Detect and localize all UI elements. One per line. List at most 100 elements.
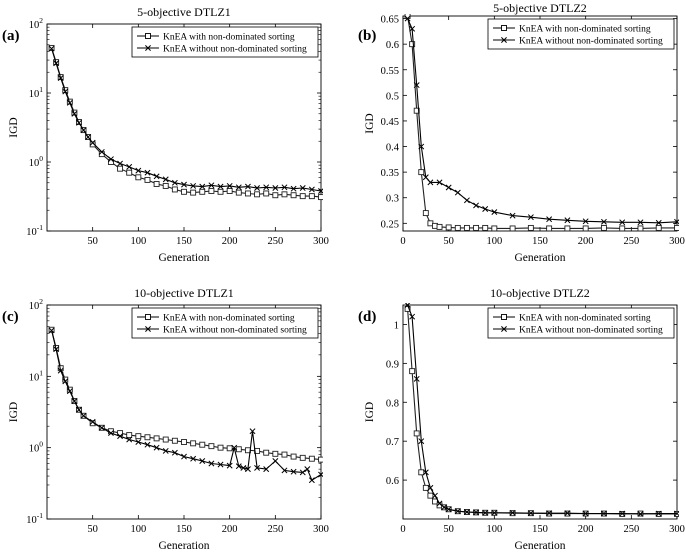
data-point-cross <box>244 183 251 190</box>
y-tick-label: 0.7 <box>386 437 399 448</box>
y-axis-label: IGD <box>8 117 20 137</box>
data-point-square <box>135 174 142 181</box>
legend-box <box>131 26 319 58</box>
data-point-square <box>153 435 160 442</box>
data-point-cross <box>308 477 315 484</box>
data-point-cross <box>582 510 589 517</box>
data-point-square <box>637 225 644 232</box>
data-point-cross <box>117 433 124 440</box>
data-point-cross <box>235 184 242 191</box>
data-point-cross <box>217 461 224 468</box>
legend-marker-cross <box>145 326 151 332</box>
y-tick-label: 102 <box>29 16 44 31</box>
data-point-cross <box>57 75 64 81</box>
data-point-cross <box>89 418 96 425</box>
legend-box <box>487 18 675 50</box>
panel-4: (d) 10-objective DTLZ2 Generation IGD 0 50 100… <box>358 286 685 552</box>
data-point-cross <box>135 167 142 174</box>
data-point-cross <box>190 455 197 462</box>
data-point-cross <box>418 438 425 445</box>
data-point-cross <box>53 60 60 67</box>
data-point-cross <box>181 181 187 188</box>
data-point-square <box>153 181 160 187</box>
y-tick-label: 10-1 <box>26 223 43 238</box>
data-point-cross <box>509 509 516 516</box>
data-point-cross <box>217 183 224 190</box>
data-point-cross <box>441 504 448 511</box>
data-point-cross <box>162 447 169 454</box>
data-point-square <box>217 188 224 195</box>
data-point-cross <box>463 197 470 204</box>
data-point-cross <box>674 510 679 517</box>
data-point-square <box>126 432 133 439</box>
data-point-square <box>308 455 315 462</box>
data-point-square <box>299 454 306 461</box>
data-point-cross <box>249 428 256 435</box>
data-point-square <box>619 225 626 232</box>
data-point-cross <box>619 510 626 517</box>
legend-box <box>487 307 675 339</box>
x-tick-label: 50 <box>443 236 454 247</box>
data-point-cross <box>80 127 87 134</box>
y-axis-label: IGD <box>8 402 20 422</box>
data-point-square <box>427 492 434 499</box>
data-point-cross <box>463 509 470 515</box>
data-point-cross <box>418 143 425 150</box>
data-point-cross <box>235 463 242 470</box>
data-point-square <box>290 453 297 460</box>
data-point-cross <box>436 179 443 186</box>
data-point-square <box>235 189 242 196</box>
y-tick-label: 100 <box>29 154 44 169</box>
panel-label: (a) <box>2 28 20 44</box>
x-tick-label: 250 <box>267 236 283 247</box>
data-point-square <box>208 443 215 450</box>
data-point-cross <box>76 119 82 126</box>
y-tick-label: 0.8 <box>386 398 399 409</box>
data-point-cross <box>473 202 480 209</box>
x-tick-label: 200 <box>222 236 238 247</box>
data-point-cross <box>199 183 206 190</box>
y-tick-label: 0.6 <box>386 476 399 487</box>
x-axis-label: Generation <box>514 540 565 552</box>
data-point-square <box>171 186 178 193</box>
y-tick-label: 0.45 <box>381 117 399 128</box>
legend-label: KnEA without non-dominated sorting <box>163 45 307 55</box>
data-point-square <box>190 189 197 196</box>
x-tick-label: 50 <box>87 236 98 247</box>
data-point-cross <box>600 510 607 517</box>
data-point-square <box>463 224 470 231</box>
data-point-cross <box>48 45 55 52</box>
data-point-cross <box>126 436 133 443</box>
y-tick-label: 102 <box>29 297 44 312</box>
series-line-with-sorting <box>407 308 677 515</box>
data-point-cross <box>299 185 306 191</box>
legend-marker-cross <box>501 37 507 43</box>
data-point-cross <box>254 464 261 471</box>
data-point-cross <box>582 218 589 225</box>
x-axis-label: Generation <box>158 540 209 552</box>
legend-marker-cross <box>145 45 151 51</box>
data-point-cross <box>66 388 73 395</box>
data-point-square <box>126 169 133 176</box>
data-point-cross <box>318 188 323 194</box>
data-point-cross <box>473 509 480 516</box>
y-tick-label: 0.9 <box>386 359 399 370</box>
data-point-square <box>473 224 480 231</box>
data-point-cross <box>62 88 69 95</box>
data-point-cross <box>181 453 187 460</box>
data-point-cross <box>153 173 160 180</box>
x-tick-label: 100 <box>130 524 146 535</box>
data-point-cross <box>71 398 78 405</box>
data-point-square <box>235 446 242 453</box>
y-tick-label: 101 <box>29 368 44 383</box>
data-point-square <box>162 436 169 443</box>
data-point-cross <box>409 313 416 320</box>
data-point-cross <box>66 99 73 106</box>
data-point-cross <box>98 424 105 431</box>
data-point-square <box>655 224 662 231</box>
y-tick-label: 0.55 <box>381 66 399 77</box>
y-tick-label: 0.35 <box>381 168 399 179</box>
data-point-square <box>244 190 251 197</box>
data-point-square <box>117 165 124 172</box>
data-point-square <box>454 224 461 231</box>
